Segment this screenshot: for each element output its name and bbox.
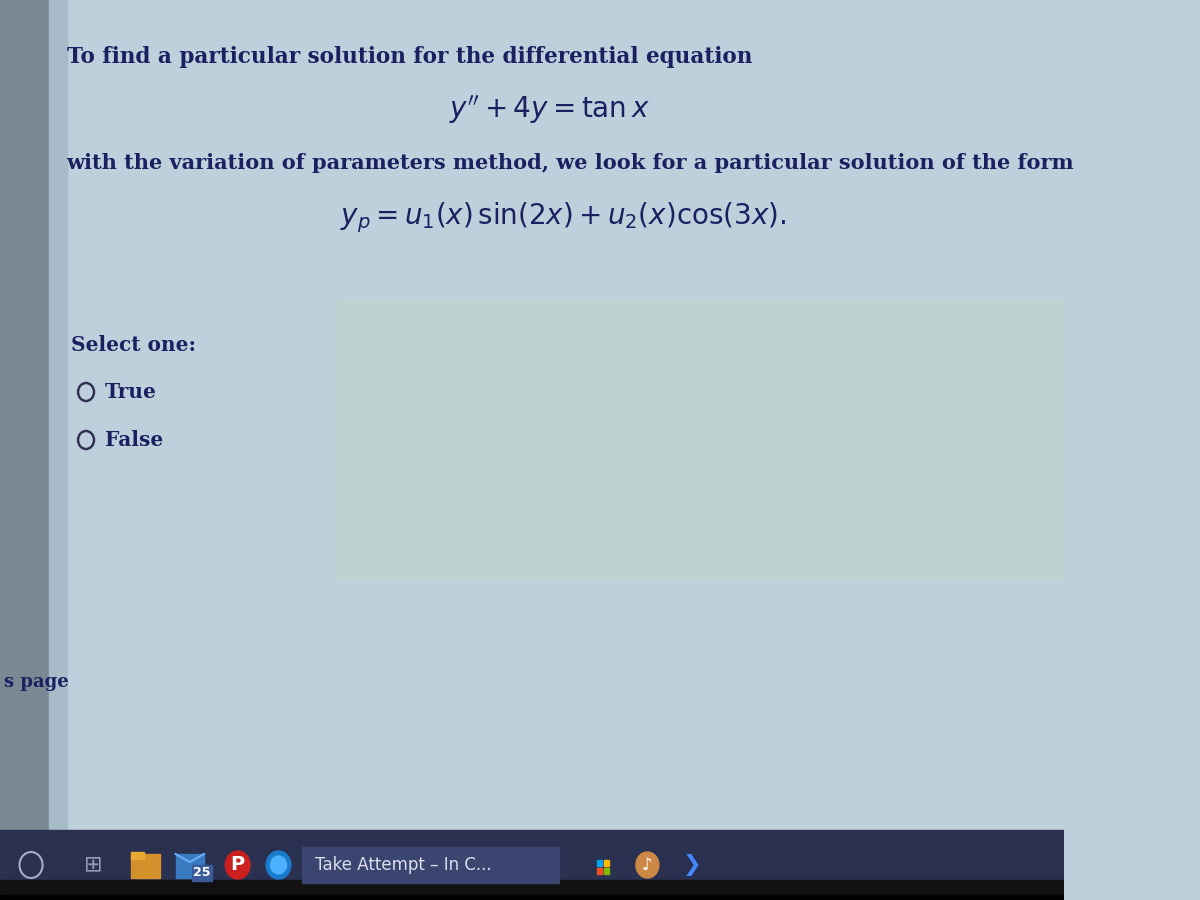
Text: False: False <box>104 430 163 450</box>
Bar <box>49 0 66 835</box>
Bar <box>604 868 608 873</box>
Bar <box>604 861 608 866</box>
Text: P: P <box>230 856 245 875</box>
Bar <box>604 860 610 866</box>
Circle shape <box>266 851 290 879</box>
Bar <box>175 854 204 878</box>
Bar <box>596 868 602 874</box>
Text: s page: s page <box>5 673 70 691</box>
Text: Take Attempt – In C...: Take Attempt – In C... <box>314 856 492 874</box>
Bar <box>0 830 1064 900</box>
Bar <box>596 860 602 866</box>
Bar <box>0 895 1064 900</box>
Text: To find a particular solution for the differential equation: To find a particular solution for the di… <box>66 46 752 68</box>
Bar <box>192 865 212 881</box>
Circle shape <box>641 858 654 872</box>
Text: True: True <box>104 382 156 402</box>
Circle shape <box>636 852 659 878</box>
Text: Select one:: Select one: <box>71 335 196 355</box>
Circle shape <box>226 851 250 879</box>
Text: ⊞: ⊞ <box>84 855 102 875</box>
Bar <box>598 861 602 866</box>
Text: 25: 25 <box>193 867 211 879</box>
Bar <box>131 852 144 859</box>
Text: $y_p = u_1(x)\,\sin(2x) + u_2(x)\cos(3x).$: $y_p = u_1(x)\,\sin(2x) + u_2(x)\cos(3x)… <box>340 201 786 235</box>
Circle shape <box>270 856 287 874</box>
Bar <box>337 300 1064 580</box>
Bar <box>598 868 602 873</box>
Text: ♪: ♪ <box>642 856 653 874</box>
Bar <box>131 854 160 878</box>
Text: $y'' + 4y = \tan x$: $y'' + 4y = \tan x$ <box>450 94 650 126</box>
Text: with the variation of parameters method, we look for a particular solution of th: with the variation of parameters method,… <box>66 153 1074 173</box>
Bar <box>0 0 49 835</box>
Bar <box>301 847 559 883</box>
Bar <box>604 868 610 874</box>
Bar <box>0 880 1064 900</box>
Text: ❯: ❯ <box>683 854 701 876</box>
